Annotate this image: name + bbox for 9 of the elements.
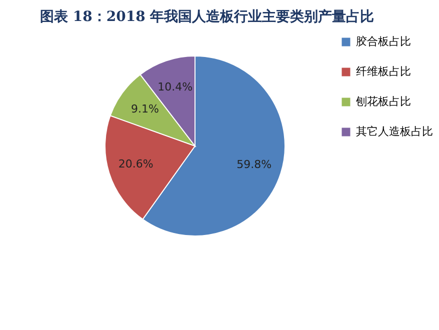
data-label: 9.1% [130, 102, 159, 116]
legend-label: 其它人造板占比 [356, 125, 433, 138]
data-label: 10.4% [158, 80, 193, 94]
data-label: 59.8% [236, 158, 272, 171]
legend-label: 胶合板占比 [356, 35, 411, 48]
data-label: 20.6% [118, 158, 154, 171]
legend-label: 刨花板占比 [356, 95, 411, 108]
legend-label: 纤维板占比 [356, 65, 411, 78]
chart-title: 图表 18：2018 年我国人造板行业主要类别产量占比 [40, 8, 374, 25]
